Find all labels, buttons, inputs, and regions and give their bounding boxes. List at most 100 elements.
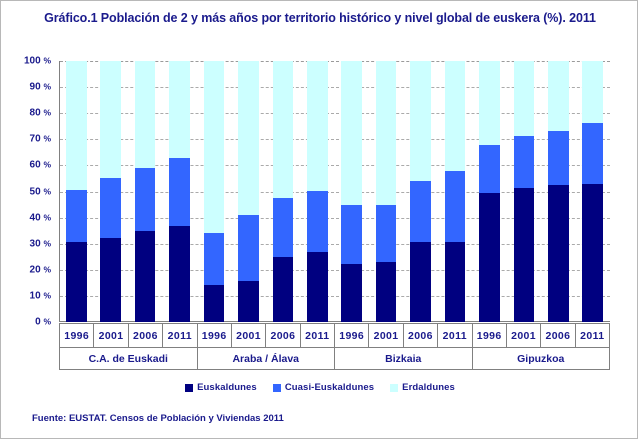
bar-segment-euskaldunes bbox=[134, 230, 156, 322]
x-axis-year-row: 1996 2001 2006 2011 1996 2001 2006 2011 1996 2001… bbox=[59, 323, 610, 347]
legend-item-erdaldunes[interactable]: Erdaldunes bbox=[390, 382, 455, 393]
x-axis-year-label: 2001 bbox=[232, 324, 267, 347]
legend-label: Cuasi-Euskaldunes bbox=[284, 382, 375, 393]
bar-segment-erdaldunes bbox=[65, 61, 87, 191]
stacked-bar[interactable] bbox=[479, 61, 500, 322]
legend-label: Erdaldunes bbox=[402, 382, 455, 393]
x-axis-year-label: 2001 bbox=[369, 324, 404, 347]
stacked-bar[interactable] bbox=[548, 61, 569, 322]
legend-item-euskaldunes[interactable]: Euskaldunes bbox=[185, 382, 257, 393]
stacked-bar[interactable] bbox=[341, 61, 363, 322]
x-axis-year-label: 2006 bbox=[404, 324, 439, 347]
stacked-bar[interactable] bbox=[444, 61, 466, 322]
y-tick-unit: % bbox=[43, 133, 51, 144]
bar-slot bbox=[128, 61, 162, 322]
bar-segment-euskaldunes bbox=[272, 257, 294, 322]
y-axis-tick-20: 20 % bbox=[30, 264, 51, 275]
chart-legend: Euskaldunes Cuasi-Euskaldunes Erdaldunes bbox=[1, 382, 638, 393]
y-axis-tick-0: 0 % bbox=[35, 317, 51, 328]
bar-segment-erdaldunes bbox=[513, 61, 535, 137]
stacked-bar[interactable] bbox=[375, 61, 397, 322]
bar-segment-euskaldunes bbox=[513, 188, 535, 322]
bar-slot bbox=[472, 61, 506, 322]
bar-segment-euskaldunes bbox=[582, 183, 604, 322]
bar-segment-euskaldunes bbox=[306, 251, 328, 322]
y-axis-tick-40: 40 % bbox=[30, 212, 51, 223]
bar-segment-erdaldunes bbox=[582, 61, 604, 124]
x-axis-year-label: 2011 bbox=[163, 324, 198, 347]
stacked-bar[interactable] bbox=[410, 61, 431, 322]
legend-label: Euskaldunes bbox=[197, 382, 257, 393]
x-axis-year-label: 2006 bbox=[129, 324, 164, 347]
x-axis-year-label: 2006 bbox=[541, 324, 576, 347]
bar-segment-erdaldunes bbox=[548, 61, 569, 132]
gridline-80 bbox=[60, 113, 610, 115]
y-tick-value: 80 bbox=[29, 107, 41, 119]
bar-segment-erdaldunes bbox=[134, 61, 156, 169]
y-tick-unit: % bbox=[43, 290, 51, 301]
bar-segment-euskaldunes bbox=[410, 242, 431, 322]
stacked-bar[interactable] bbox=[513, 61, 535, 322]
gridline-10 bbox=[60, 295, 610, 297]
plot-frame bbox=[59, 61, 610, 322]
x-axis-group-label: Araba / Álava bbox=[198, 348, 335, 369]
bar-slot bbox=[335, 61, 369, 322]
x-axis-group-label: Bizkaia bbox=[335, 348, 473, 369]
gridline-90 bbox=[60, 87, 610, 89]
bar-segment-cuasi-euskaldunes bbox=[306, 190, 328, 252]
y-axis-tick-50: 50 % bbox=[30, 186, 51, 197]
stacked-bar[interactable] bbox=[134, 61, 156, 322]
stacked-bar[interactable] bbox=[203, 61, 225, 322]
x-axis-year-label: 1996 bbox=[335, 324, 370, 347]
gridline-40 bbox=[60, 217, 610, 219]
bar-segment-erdaldunes bbox=[238, 61, 259, 215]
bar-segment-cuasi-euskaldunes bbox=[548, 131, 569, 185]
bar-segment-cuasi-euskaldunes bbox=[444, 171, 466, 242]
bar-segment-cuasi-euskaldunes bbox=[100, 178, 121, 239]
x-axis-year-label: 2006 bbox=[266, 324, 301, 347]
stacked-bar[interactable] bbox=[65, 61, 87, 322]
y-tick-value: 100 bbox=[23, 55, 41, 67]
y-axis-tick-100: 100 % bbox=[24, 56, 51, 67]
x-axis-year-label: 2011 bbox=[580, 329, 605, 342]
y-tick-unit: % bbox=[43, 107, 51, 118]
y-axis-labels: 100 % 90 % 80 % 70 % 60 % 50 % 40 % 30 % 20 % 10 … bbox=[1, 56, 55, 328]
stacked-bar[interactable] bbox=[238, 61, 259, 322]
x-axis-year-label: 1996 bbox=[198, 324, 232, 347]
gridline-20 bbox=[60, 269, 610, 271]
bar-segment-euskaldunes bbox=[100, 238, 121, 322]
y-axis-tick-70: 70 % bbox=[30, 134, 51, 145]
bar-segment-cuasi-euskaldunes bbox=[341, 205, 363, 265]
y-tick-value: 0 bbox=[35, 316, 41, 328]
source-note: Fuente: EUSTAT. Censos de Población y Vi… bbox=[32, 413, 284, 424]
y-axis-tick-80: 80 % bbox=[30, 108, 51, 119]
legend-swatch-icon bbox=[390, 383, 399, 392]
bars-layer bbox=[59, 61, 610, 322]
stacked-bar[interactable] bbox=[100, 61, 121, 322]
x-axis-year-label: 2011 bbox=[301, 324, 335, 347]
y-tick-unit: % bbox=[43, 238, 51, 249]
stacked-bar[interactable] bbox=[582, 61, 604, 322]
bar-segment-cuasi-euskaldunes bbox=[134, 168, 156, 231]
y-tick-value: 40 bbox=[29, 212, 41, 224]
gridline-30 bbox=[60, 243, 610, 245]
plot-area bbox=[59, 61, 610, 322]
stacked-bar[interactable] bbox=[306, 61, 328, 322]
y-tick-value: 20 bbox=[29, 264, 41, 276]
bar-segment-erdaldunes bbox=[306, 61, 328, 191]
bar-slot bbox=[59, 61, 93, 322]
bar-segment-erdaldunes bbox=[341, 61, 363, 206]
x-axis: 1996 2001 2006 2011 1996 2001 2006 2011 1996 2001… bbox=[59, 323, 610, 370]
bar-segment-cuasi-euskaldunes bbox=[410, 180, 431, 243]
bar-slot bbox=[576, 61, 610, 322]
stacked-bar[interactable] bbox=[169, 61, 190, 322]
bar-segment-euskaldunes bbox=[238, 280, 259, 322]
legend-item-cuasi[interactable]: Cuasi-Euskaldunes bbox=[272, 382, 375, 393]
y-tick-unit: % bbox=[43, 55, 51, 66]
bar-segment-erdaldunes bbox=[272, 61, 294, 198]
y-tick-value: 60 bbox=[29, 159, 41, 171]
bar-segment-cuasi-euskaldunes bbox=[272, 197, 294, 258]
stacked-bar[interactable] bbox=[272, 61, 294, 322]
x-axis-year-label: 1996 bbox=[60, 324, 95, 347]
